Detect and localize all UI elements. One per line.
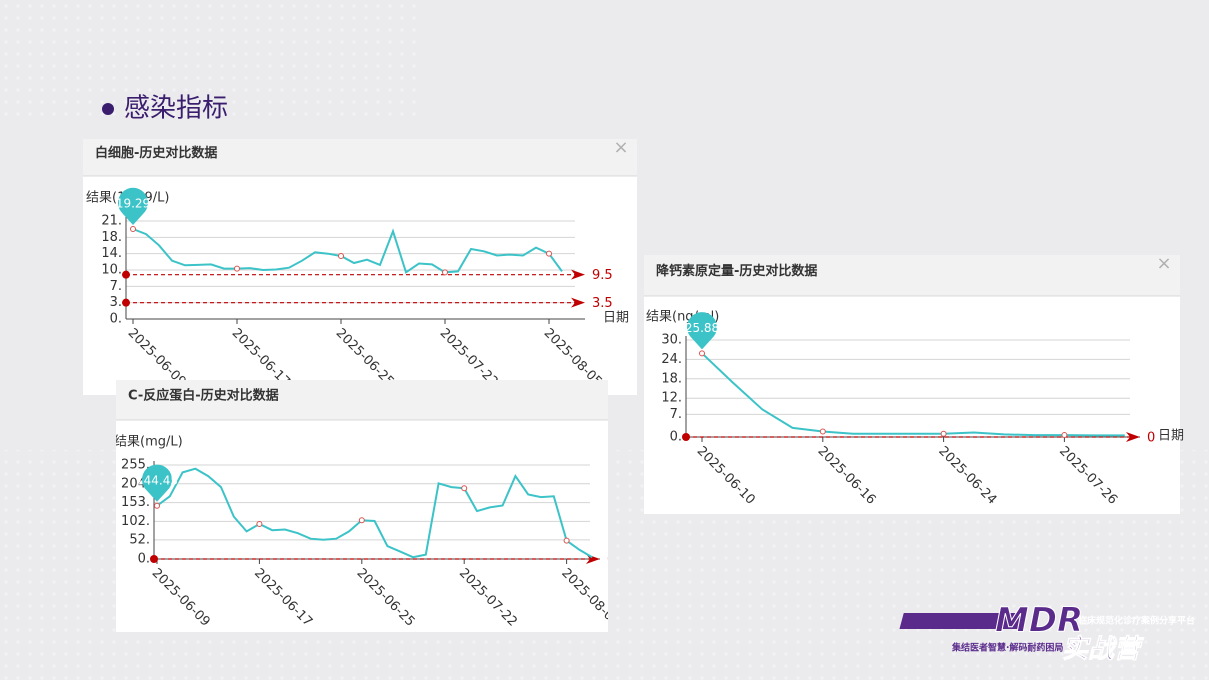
panel-header xyxy=(116,380,608,420)
y-tick-label: 12. xyxy=(661,391,682,406)
panel-header xyxy=(83,139,637,176)
y-tick-label: 7. xyxy=(110,279,122,294)
callout-label: 25.88 xyxy=(685,321,719,335)
y-tick-label: 30. xyxy=(661,333,682,348)
y-tick-label: 102. xyxy=(121,514,150,529)
logo-camp: 实战营 xyxy=(1062,635,1144,665)
chart-panel: 白细胞-历史对比数据×0.3.7.10.14.18.21.结果(10^9/L)日… xyxy=(83,137,637,395)
x-axis-label: 日期 xyxy=(603,311,629,326)
panel-header xyxy=(644,255,1180,296)
panel-body xyxy=(644,255,1180,514)
callout-pin xyxy=(687,312,718,350)
callout-label: 144.45 xyxy=(136,473,178,487)
dot-pattern xyxy=(0,0,420,120)
data-point xyxy=(256,520,263,527)
reference-label: 0 xyxy=(607,553,615,568)
data-point xyxy=(154,502,160,509)
reference-dot xyxy=(150,555,158,563)
reference-dot xyxy=(682,433,690,441)
y-tick-label: 14. xyxy=(101,246,122,261)
data-point xyxy=(442,269,448,276)
callout-label: 19.29 xyxy=(116,196,150,210)
logo-brand: MDR xyxy=(995,601,1083,641)
reference-label: 9.5 xyxy=(592,268,613,283)
chart-panel: 降钙素原定量-历史对比数据 ×0.7.12.18.24.30.结果(ng/ml)日… xyxy=(644,253,1184,514)
close-button[interactable]: × xyxy=(1156,253,1171,274)
reference-arrow xyxy=(571,297,585,308)
data-point xyxy=(546,250,552,257)
x-axis-label: 日期 xyxy=(1158,429,1184,444)
reference-label: 3.5 xyxy=(592,296,613,311)
page-title: 感染指标 xyxy=(124,94,228,124)
logo-slogan: 集结医者智慧·解码耐药困局 xyxy=(951,642,1063,654)
logo-tagline: 临床规范化诊疗案例分享平台 xyxy=(1078,615,1195,627)
data-point xyxy=(338,253,344,259)
y-tick-label: 0. xyxy=(110,312,122,327)
data-point xyxy=(130,225,136,232)
reference-dot xyxy=(122,298,130,307)
chart-panel: C-反应蛋白-历史对比数据0.52.102.153.204.255.结果(mg/… xyxy=(114,380,615,632)
data-line xyxy=(701,352,1125,437)
panel-title: C-反应蛋白-历史对比数据 xyxy=(128,388,279,404)
y-tick-label: 52. xyxy=(129,532,150,547)
logo-band xyxy=(899,613,1026,629)
callout-pin xyxy=(117,187,148,225)
data-point xyxy=(940,430,947,437)
y-tick-label: 24. xyxy=(661,352,682,367)
data-point xyxy=(1061,432,1068,439)
data-point xyxy=(358,517,365,524)
reference-label: 0 xyxy=(1147,431,1155,446)
y-tick-label: 0. xyxy=(138,552,150,567)
y-tick-label: 255. xyxy=(121,458,150,473)
reference-arrow xyxy=(1126,432,1140,442)
data-line xyxy=(156,467,593,559)
data-point xyxy=(234,265,240,272)
panel-title: 降钙素原定量-历史对比数据 xyxy=(656,263,817,279)
y-tick-label: 18. xyxy=(101,230,122,245)
charts: 白细胞-历史对比数据×0.3.7.10.14.18.21.结果(10^9/L)日… xyxy=(83,137,1184,632)
callout-pin xyxy=(142,464,173,502)
reference-arrow xyxy=(571,269,585,280)
data-point xyxy=(563,537,570,544)
y-tick-label: 10. xyxy=(101,263,122,278)
logo: MDR 临床规范化诊疗案例分享平台 集结医者智慧·解码耐药困局 实战营 xyxy=(899,600,1195,665)
bullet xyxy=(102,103,114,115)
data-point xyxy=(699,350,705,357)
data-line xyxy=(132,228,563,274)
y-tick-label: 18. xyxy=(661,371,682,386)
y-tick-label: 153. xyxy=(121,495,150,510)
close-button[interactable]: × xyxy=(613,137,628,158)
y-axis-label: 结果(mg/L) xyxy=(114,435,183,450)
y-tick-label: 21. xyxy=(101,214,122,229)
y-tick-label: 7. xyxy=(670,407,682,422)
y-tick-label: 0. xyxy=(670,430,682,445)
panel-body xyxy=(83,139,637,395)
reference-dot xyxy=(122,270,130,279)
data-point xyxy=(461,485,468,492)
data-point xyxy=(819,428,826,435)
panel-title: 白细胞-历史对比数据 xyxy=(95,145,217,161)
panel-body xyxy=(116,380,608,632)
y-tick-label: 3. xyxy=(110,295,122,310)
